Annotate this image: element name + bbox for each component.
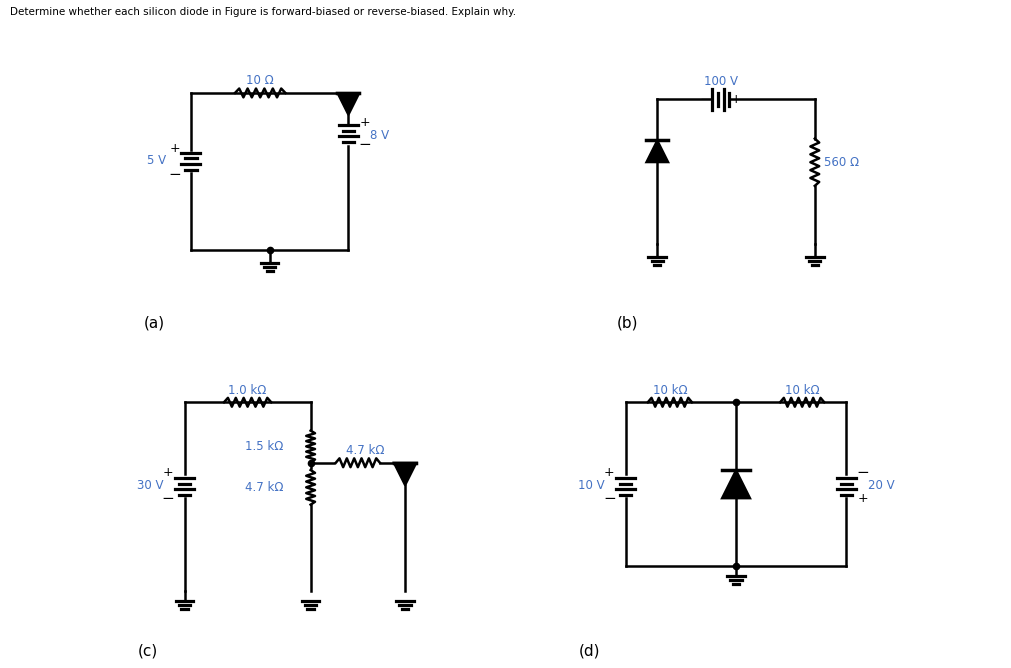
Text: +: +: [730, 93, 741, 106]
Text: 8 V: 8 V: [370, 129, 389, 142]
Text: 4.7 kΩ: 4.7 kΩ: [245, 481, 283, 494]
Text: Determine whether each silicon diode in Figure is forward-biased or reverse-bias: Determine whether each silicon diode in …: [10, 7, 516, 17]
Text: −: −: [162, 491, 175, 506]
Text: 1.5 kΩ: 1.5 kΩ: [246, 440, 283, 453]
Polygon shape: [646, 140, 667, 162]
Text: (b): (b): [616, 315, 637, 331]
Text: 10 V: 10 V: [577, 479, 604, 492]
Text: −: −: [168, 167, 181, 182]
Text: −: −: [855, 466, 868, 480]
Text: 10 kΩ: 10 kΩ: [785, 384, 819, 397]
Text: 560 Ω: 560 Ω: [823, 156, 858, 169]
Text: −: −: [699, 92, 711, 107]
Text: 5 V: 5 V: [147, 154, 166, 167]
Text: −: −: [603, 491, 615, 506]
Text: +: +: [359, 116, 370, 130]
Text: 30 V: 30 V: [136, 479, 163, 492]
Text: (d): (d): [578, 644, 600, 659]
Text: +: +: [856, 492, 867, 505]
Text: +: +: [163, 466, 173, 480]
Text: 100 V: 100 V: [704, 75, 737, 88]
Text: (a): (a): [144, 315, 165, 331]
Polygon shape: [393, 463, 417, 486]
Text: (c): (c): [137, 644, 158, 659]
Text: +: +: [604, 466, 614, 480]
Text: +: +: [169, 142, 180, 154]
Text: −: −: [358, 138, 371, 152]
Text: 10 kΩ: 10 kΩ: [652, 384, 686, 397]
Text: 20 V: 20 V: [866, 479, 894, 492]
Text: 4.7 kΩ: 4.7 kΩ: [346, 444, 384, 458]
Text: 10 Ω: 10 Ω: [246, 74, 274, 88]
Polygon shape: [721, 470, 749, 498]
Text: 1.0 kΩ: 1.0 kΩ: [228, 384, 267, 397]
Polygon shape: [337, 93, 359, 115]
